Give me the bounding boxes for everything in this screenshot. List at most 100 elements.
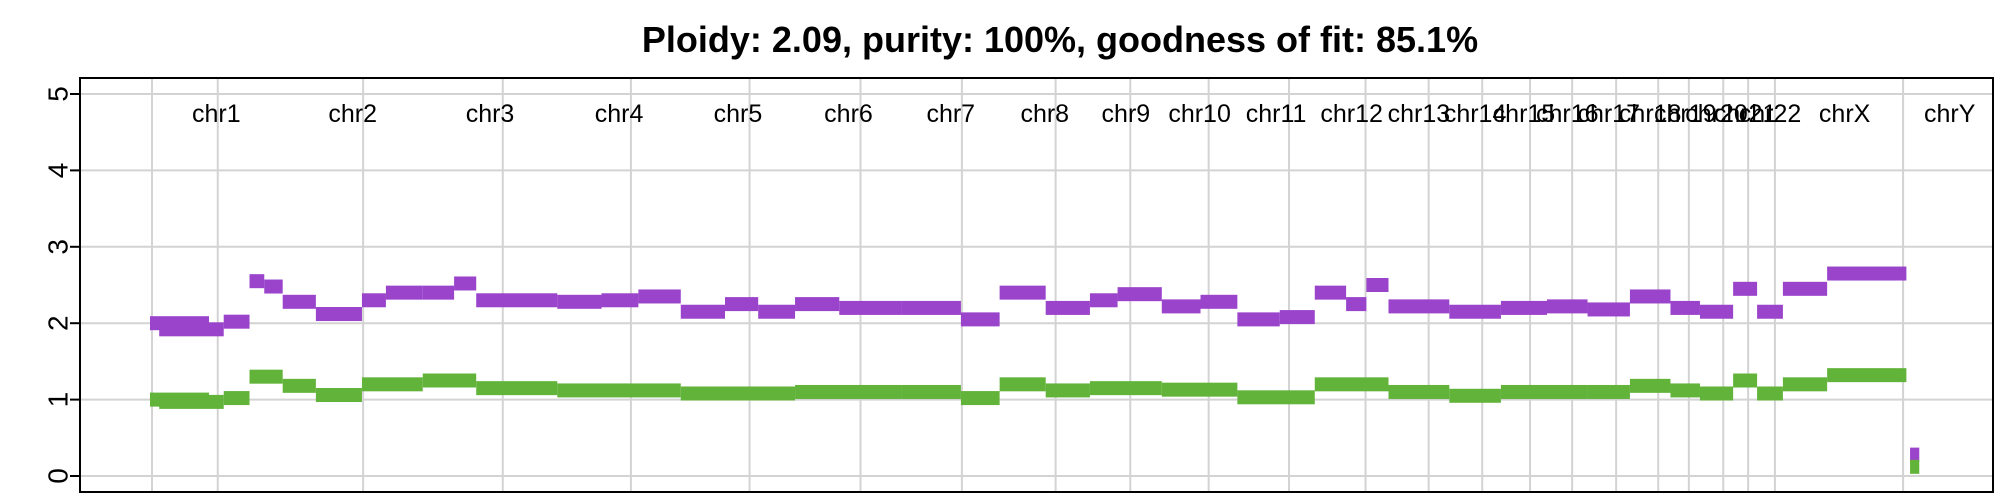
segment-total-chr6-1: [839, 300, 902, 315]
chr-label-chr4: chr4: [595, 100, 644, 128]
segment-total-chr10-1: [1200, 294, 1238, 309]
segment-total-chr13-0: [1388, 299, 1450, 314]
segment-total-chr20-0: [1699, 304, 1734, 319]
segment-minor-chrX-1: [1827, 368, 1907, 383]
chr-label-chr12: chr12: [1320, 100, 1383, 128]
segment-total-chr4-0: [557, 294, 602, 309]
segment-total-chr1-2: [223, 314, 250, 329]
ytick-label-5: 5: [42, 86, 73, 102]
segment-total-chrX-0: [1782, 281, 1828, 296]
y-axis: 0 1 2 3 4 5: [42, 86, 80, 484]
segment-total-chr5-0: [680, 304, 726, 319]
segment-total-chr5-2: [758, 304, 796, 319]
segment-total-chr12-1: [1346, 297, 1367, 312]
ytick-label-2: 2: [42, 315, 73, 331]
chr-label-chr18: chr18: [1619, 100, 1682, 128]
segment-minor-chr6-0: [795, 384, 902, 399]
segment-minor-chr13-0: [1388, 384, 1450, 399]
segment-total-chrX-1: [1827, 266, 1907, 281]
chr-label-chrX: chrX: [1819, 100, 1871, 128]
segment-total-chr16-0: [1546, 299, 1588, 314]
chr-label-chr9: chr9: [1102, 100, 1151, 128]
segment-minor-chr18-0: [1629, 378, 1671, 393]
segment-minor-chr19-0: [1670, 383, 1700, 398]
segment-minor-chr7-0: [901, 384, 961, 399]
segment-total-chr3-0: [422, 285, 455, 300]
chr-label-chr15: chr15: [1493, 100, 1556, 128]
segment-minor-chr20-0: [1699, 386, 1734, 401]
segment-total-chr4-2: [638, 289, 681, 304]
segment-minor-chr21-0: [1733, 373, 1758, 388]
segment-minor-chr3-1: [476, 381, 558, 396]
segment-total-chr6-0: [795, 297, 840, 312]
segment-total-chr3-1: [454, 276, 477, 291]
segment-total-chr19-0: [1670, 300, 1700, 315]
segment-total-chr9-0: [1089, 293, 1118, 308]
segment-minor-chr2-1: [315, 388, 362, 403]
segment-minor-chr8-1: [1045, 383, 1090, 398]
chr-label-chr2: chr2: [328, 100, 377, 128]
segment-total-chr12-0: [1314, 285, 1347, 300]
segment-total-chr2-3: [385, 285, 423, 300]
segment-total-chr2-0: [282, 294, 316, 309]
segment-minor-chr15-0: [1500, 384, 1547, 399]
chr-label-chr14: chr14: [1444, 100, 1507, 128]
chr-label-chr3: chr3: [466, 100, 515, 128]
chart-title: Ploidy: 2.09, purity: 100%, goodness of …: [642, 19, 1478, 60]
segment-minor-chr9-0: [1089, 381, 1162, 396]
chr-label-chrY: chrY: [1924, 100, 1976, 128]
segment-minor-chr1-2: [223, 391, 250, 406]
ytick-label-1: 1: [42, 392, 73, 408]
segment-total-chr2-2: [361, 293, 386, 308]
segment-total-chr7-1: [960, 312, 1000, 327]
chr-label-chr10: chr10: [1168, 100, 1231, 128]
segment-minor-chr12-0: [1314, 377, 1389, 392]
segment-minor-chr4-0: [557, 383, 681, 398]
chr-label-chr19: chr19: [1654, 100, 1717, 128]
segment-total-chr3-2: [476, 293, 558, 308]
chr-label-chr20: chr20: [1685, 100, 1748, 128]
segment-total-chr18-0: [1629, 289, 1671, 304]
segment-total-chrY-0: [1910, 447, 1920, 462]
segment-minor-chr5-0: [680, 386, 796, 401]
ytick-label-0: 0: [42, 468, 73, 484]
segment-minor-chr3-0: [422, 373, 477, 388]
segment-minor-chr22-0: [1757, 386, 1783, 401]
segment-total-chr1-4: [264, 279, 283, 294]
chr-label-chr21: chr21: [1714, 100, 1777, 128]
segment-total-chr11-1: [1279, 310, 1315, 325]
segment-minor-chr2-0: [282, 378, 316, 393]
segment-total-chr1-1: [159, 322, 224, 337]
segment-total-chr21-0: [1733, 281, 1758, 296]
segment-total-chr1-3: [249, 274, 265, 289]
plot-frame: [79, 77, 1994, 493]
segment-total-chr11-0: [1237, 312, 1280, 327]
segment-total-chr22-0: [1757, 304, 1783, 319]
segment-total-chr5-1: [725, 297, 759, 312]
segment-minor-chr1-1: [159, 394, 224, 409]
points-layer: [150, 266, 1920, 474]
segment-minor-chr1-3: [249, 369, 283, 384]
segment-minor-chrX-0: [1782, 377, 1828, 392]
chr-label-chr6: chr6: [824, 100, 873, 128]
segment-minor-chr14-0: [1449, 388, 1501, 403]
segment-total-chr8-0: [999, 285, 1046, 300]
segment-minor-chr17-0: [1587, 384, 1630, 399]
segment-total-chr2-1: [315, 307, 362, 322]
segment-total-chr9-1: [1117, 287, 1162, 302]
segment-minor-chrY-0: [1910, 459, 1920, 474]
chr-label-chr7: chr7: [926, 100, 975, 128]
segment-total-chr17-0: [1587, 302, 1630, 317]
chr-label-chr1: chr1: [192, 100, 241, 128]
chr-label-chr11: chr11: [1246, 100, 1307, 128]
segment-total-chr14-0: [1449, 304, 1501, 319]
ytick-label-3: 3: [42, 239, 73, 255]
segment-minor-chr2-2: [361, 377, 423, 392]
segment-total-chr7-0: [901, 300, 961, 315]
segment-total-chr8-1: [1045, 300, 1090, 315]
segment-minor-chr11-0: [1237, 390, 1315, 405]
segment-total-chr12-2: [1366, 278, 1389, 292]
segment-total-chr4-1: [601, 293, 639, 308]
